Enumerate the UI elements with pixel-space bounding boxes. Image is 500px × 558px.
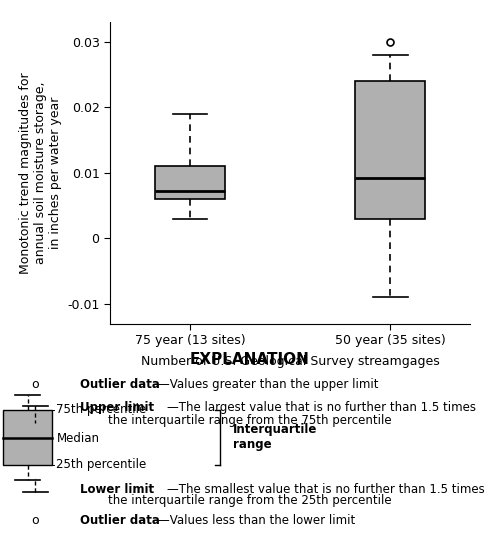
Text: o: o xyxy=(31,514,39,527)
Text: —The largest value that is no further than 1.5 times: —The largest value that is no further th… xyxy=(168,401,476,414)
Text: —Values less than the lower limit: —Values less than the lower limit xyxy=(158,514,355,527)
Text: the interquartile range from the 75th percentile: the interquartile range from the 75th pe… xyxy=(108,413,391,427)
Text: Lower limit: Lower limit xyxy=(80,483,154,496)
Text: —Values greater than the upper limit: —Values greater than the upper limit xyxy=(158,378,378,391)
X-axis label: Number of U.S. Geological Survey streamgages: Number of U.S. Geological Survey streamg… xyxy=(140,355,440,368)
Text: 25th percentile: 25th percentile xyxy=(56,458,147,471)
FancyBboxPatch shape xyxy=(155,166,225,199)
Text: Outlier data: Outlier data xyxy=(80,378,160,391)
Text: EXPLANATION: EXPLANATION xyxy=(190,352,310,367)
Text: the interquartile range from the 25th percentile: the interquartile range from the 25th pe… xyxy=(108,494,391,507)
Text: Upper limit: Upper limit xyxy=(80,401,154,414)
Text: Outlier data: Outlier data xyxy=(80,514,160,527)
Text: 75th percentile: 75th percentile xyxy=(56,403,147,416)
Text: Median: Median xyxy=(56,432,100,445)
Text: —The smallest value that is no further than 1.5 times: —The smallest value that is no further t… xyxy=(168,483,485,496)
FancyBboxPatch shape xyxy=(355,81,425,219)
Text: Interquartile
range: Interquartile range xyxy=(232,423,317,451)
Y-axis label: Monotonic trend magnitudes for
annual soil moisture storage,
in inches per water: Monotonic trend magnitudes for annual so… xyxy=(18,72,62,274)
FancyBboxPatch shape xyxy=(4,410,51,465)
Text: o: o xyxy=(31,378,39,391)
